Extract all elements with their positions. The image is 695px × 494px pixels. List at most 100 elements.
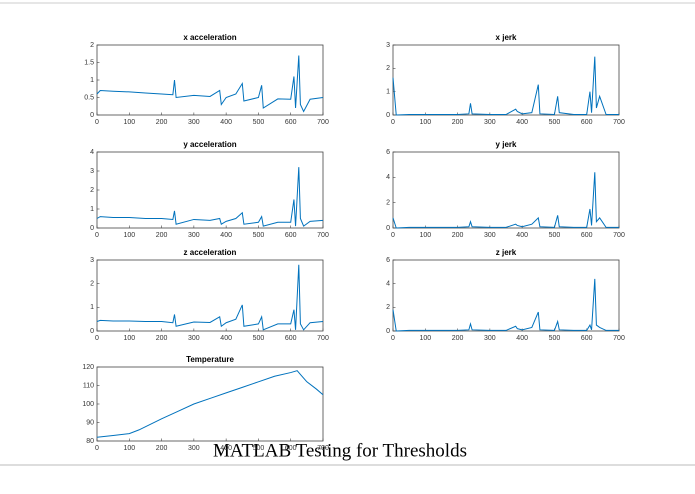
y-tick-label: 2 xyxy=(386,304,390,311)
data-line xyxy=(392,172,619,229)
y-tick-label: 4 xyxy=(386,174,390,181)
x-tick-label: 500 xyxy=(549,335,561,342)
x-tick-label: 300 xyxy=(188,335,200,342)
chart-title: z acceleration xyxy=(184,248,237,257)
y-tick-label: 2 xyxy=(386,65,390,72)
x-tick-label: 600 xyxy=(581,119,593,126)
x-tick-label: 700 xyxy=(317,445,329,452)
plot-area xyxy=(96,44,324,116)
x-tick-label: 600 xyxy=(285,232,297,239)
y-tick-label: 0 xyxy=(90,112,94,119)
x-tick-label: 700 xyxy=(613,232,625,239)
x-tick-label: 100 xyxy=(419,119,431,126)
x-tick-label: 700 xyxy=(613,119,625,126)
y-tick-label: 1 xyxy=(90,304,94,311)
x-tick-label: 200 xyxy=(156,232,168,239)
y-tick-label: 1 xyxy=(90,206,94,213)
x-tick-label: 500 xyxy=(253,119,265,126)
chart-title: z jerk xyxy=(496,248,517,257)
x-tick-label: 400 xyxy=(220,232,232,239)
y-tick-label: 0 xyxy=(90,328,94,335)
data-line xyxy=(392,278,619,332)
x-tick-label: 500 xyxy=(549,119,561,126)
y-tick-label: 0 xyxy=(386,225,390,232)
x-tick-label: 300 xyxy=(188,119,200,126)
data-line xyxy=(96,55,324,113)
x-tick-label: 700 xyxy=(317,119,329,126)
y-tick-label: 1 xyxy=(386,89,390,96)
plot-area xyxy=(392,259,620,332)
y-tick-label: 3 xyxy=(90,168,94,175)
x-tick-label: 700 xyxy=(613,335,625,342)
y-tick-label: 100 xyxy=(82,401,94,408)
y-tick-label: 2 xyxy=(386,200,390,207)
x-tick-label: 400 xyxy=(220,445,232,452)
x-tick-label: 0 xyxy=(95,445,99,452)
x-tick-label: 100 xyxy=(419,232,431,239)
plot-area xyxy=(96,259,324,332)
data-line xyxy=(96,167,324,227)
y-tick-label: 2 xyxy=(90,42,94,49)
x-tick-label: 500 xyxy=(253,335,265,342)
y-tick-label: 80 xyxy=(86,438,94,445)
x-tick-label: 0 xyxy=(95,119,99,126)
x-tick-label: 700 xyxy=(317,335,329,342)
x-tick-label: 600 xyxy=(285,445,297,452)
y-tick-label: 6 xyxy=(386,149,390,156)
x-tick-label: 300 xyxy=(484,335,496,342)
x-tick-label: 200 xyxy=(156,445,168,452)
plot-area xyxy=(392,151,620,229)
y-tick-label: 90 xyxy=(86,419,94,426)
slide-title: MATLAB Testing for Thresholds xyxy=(213,440,467,461)
x-tick-label: 600 xyxy=(581,232,593,239)
x-tick-label: 100 xyxy=(419,335,431,342)
x-tick-label: 100 xyxy=(123,232,135,239)
x-tick-label: 200 xyxy=(156,119,168,126)
x-tick-label: 400 xyxy=(220,119,232,126)
x-tick-label: 0 xyxy=(391,232,395,239)
x-tick-label: 500 xyxy=(253,232,265,239)
y-tick-label: 110 xyxy=(83,382,94,389)
x-tick-label: 300 xyxy=(484,232,496,239)
x-tick-label: 500 xyxy=(253,445,265,452)
y-tick-label: 6 xyxy=(386,257,390,264)
data-line xyxy=(96,370,324,438)
plot-area xyxy=(96,366,324,442)
chart-title: x acceleration xyxy=(183,33,236,42)
y-tick-label: 4 xyxy=(90,149,94,156)
x-tick-label: 0 xyxy=(95,232,99,239)
x-tick-label: 300 xyxy=(188,445,200,452)
chart-title: y acceleration xyxy=(183,140,236,149)
x-tick-label: 200 xyxy=(452,119,464,126)
data-line xyxy=(392,56,619,116)
y-tick-label: 1.5 xyxy=(84,59,94,66)
x-tick-label: 400 xyxy=(516,335,528,342)
x-tick-label: 100 xyxy=(123,445,135,452)
x-tick-label: 200 xyxy=(452,232,464,239)
y-tick-label: 0 xyxy=(386,112,390,119)
chart-title: x jerk xyxy=(496,33,517,42)
data-line xyxy=(96,264,324,331)
x-tick-label: 100 xyxy=(123,119,135,126)
x-tick-label: 0 xyxy=(391,119,395,126)
y-tick-label: 0 xyxy=(386,328,390,335)
y-tick-label: 1 xyxy=(90,77,94,84)
x-tick-label: 700 xyxy=(317,232,329,239)
x-tick-label: 600 xyxy=(285,119,297,126)
x-tick-label: 300 xyxy=(484,119,496,126)
x-tick-label: 0 xyxy=(95,335,99,342)
y-tick-label: 2 xyxy=(90,187,94,194)
chart-title: Temperature xyxy=(186,355,234,364)
y-tick-label: 3 xyxy=(90,257,94,264)
x-tick-label: 400 xyxy=(220,335,232,342)
y-tick-label: 120 xyxy=(82,364,94,371)
plot-area xyxy=(96,151,324,229)
x-tick-label: 100 xyxy=(123,335,135,342)
y-tick-label: 2 xyxy=(90,281,94,288)
chart-title: y jerk xyxy=(496,140,517,149)
x-tick-label: 500 xyxy=(549,232,561,239)
x-tick-label: 200 xyxy=(156,335,168,342)
y-tick-label: 3 xyxy=(386,42,390,49)
x-tick-label: 400 xyxy=(516,232,528,239)
